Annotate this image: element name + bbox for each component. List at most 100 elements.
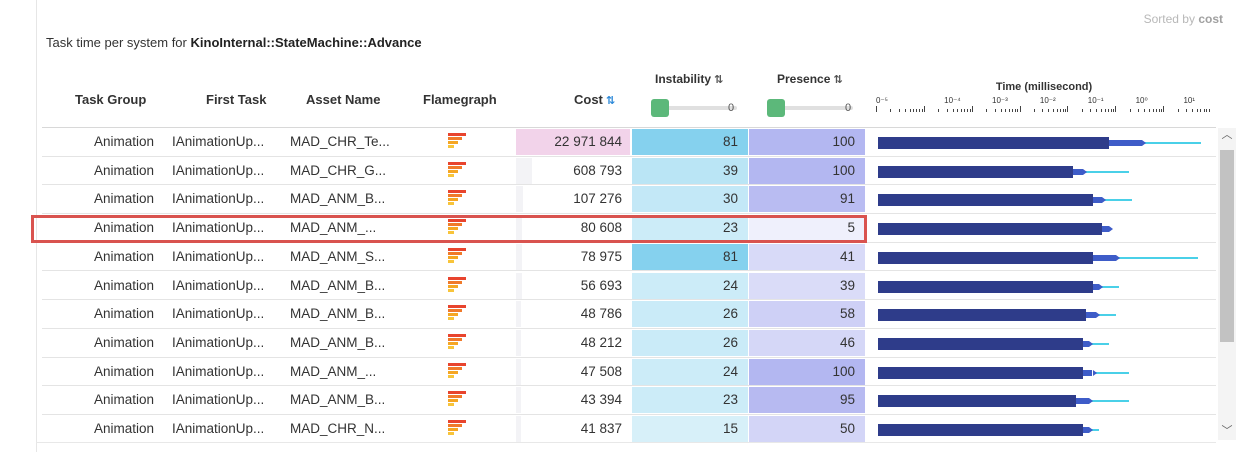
table-row[interactable]: Animation IAnimationUp... MAD_ANM_B... 43 3… (42, 386, 1216, 415)
table-row[interactable]: Animation IAnimationUp... MAD_ANM_B... 107 … (42, 185, 1216, 215)
instability-value: 39 (722, 162, 738, 178)
cost-cell: 48 212 (516, 329, 630, 357)
axis-tick (1155, 109, 1157, 112)
time-bar-tip (1102, 197, 1107, 204)
time-distribution-cell (878, 272, 1216, 300)
flame-icon[interactable] (442, 329, 472, 357)
axis-tick (946, 109, 948, 112)
presence-cell: 46 (749, 329, 865, 357)
flame-icon[interactable] (442, 415, 472, 442)
vertical-scrollbar[interactable]: ︿ ﹀ (1218, 128, 1236, 440)
presence-fill (749, 416, 865, 442)
slider-track[interactable] (771, 106, 853, 110)
slider-thumb[interactable] (651, 99, 669, 117)
scrollbar-thumb[interactable] (1220, 150, 1234, 342)
time-bar-extension (1082, 369, 1093, 376)
axis-tick (1042, 109, 1044, 112)
presence-fill (749, 215, 865, 242)
axis-tick (876, 106, 877, 112)
table-row[interactable]: Animation IAnimationUp... MAD_ANM_S... 78 9… (42, 243, 1216, 272)
table-row[interactable]: Animation IAnimationUp... MAD_ANM_... 47 50… (42, 358, 1216, 387)
instability-cell: 24 (632, 272, 748, 300)
table-row[interactable]: Animation IAnimationUp... MAD_CHR_Te... 22 … (42, 128, 1216, 157)
slider-thumb[interactable] (767, 99, 785, 117)
flame-icon[interactable] (442, 128, 472, 156)
cost-cell: 80 608 (516, 214, 630, 242)
chevron-up-icon[interactable]: ︿ (1221, 129, 1233, 141)
cost-fill (516, 358, 521, 385)
flame-icon[interactable] (442, 386, 472, 414)
first-task-cell: IAnimationUp... (172, 334, 265, 350)
time-whisker (1082, 170, 1129, 173)
flame-icon[interactable] (442, 214, 472, 242)
asset-name-cell: MAD_ANM_B... (290, 306, 386, 322)
flame-icon[interactable] (442, 358, 472, 386)
axis-tick (1081, 109, 1083, 112)
table-row[interactable]: Animation IAnimationUp... MAD_CHR_N... 41 8… (42, 415, 1216, 442)
sort-icon[interactable]: ⇅ (714, 74, 723, 86)
table-row[interactable]: Animation IAnimationUp... MAD_ANM_B... 56 6… (42, 272, 1216, 301)
axis-tick (1177, 109, 1179, 112)
axis-tick (1163, 106, 1165, 112)
cost-value: 47 508 (580, 363, 622, 379)
presence-value: 100 (832, 134, 855, 149)
sort-desc-icon[interactable]: ⇅ (605, 95, 615, 107)
header-instability[interactable]: Instability ⇅ (655, 72, 723, 86)
cost-fill (516, 157, 532, 184)
task-group-cell: Animation (93, 134, 154, 149)
axis-tick (923, 106, 925, 112)
flame-icon[interactable] (442, 243, 472, 271)
cost-value: 41 837 (580, 421, 622, 436)
presence-value: 41 (839, 248, 855, 264)
axis-tick (938, 109, 940, 112)
table-row[interactable]: Animation IAnimationUp... MAD_ANM_B... 48 2… (42, 329, 1216, 358)
header-task-group[interactable]: Task Group (75, 92, 147, 107)
axis-tick (964, 109, 966, 112)
flame-icon[interactable] (442, 157, 472, 185)
presence-slider[interactable] (767, 99, 857, 117)
table-row[interactable]: Animation IAnimationUp... MAD_ANM_B... 48 7… (42, 300, 1216, 329)
cost-value: 48 786 (580, 306, 622, 322)
chevron-down-icon[interactable]: ﹀ (1221, 425, 1233, 437)
cost-value: 48 212 (580, 334, 622, 350)
cost-fill (516, 387, 521, 414)
table-row[interactable]: Animation IAnimationUp... MAD_CHR_G... 608 … (42, 157, 1216, 186)
header-first-task[interactable]: First Task (206, 92, 267, 107)
cost-value: 56 693 (580, 277, 622, 293)
header-time: Time (millisecond) (995, 81, 1093, 93)
instability-cell: 24 (632, 358, 748, 386)
header-asset-name[interactable]: Asset Name (306, 92, 381, 107)
instability-fill (632, 215, 748, 242)
instability-fill (632, 157, 748, 184)
presence-fill (749, 129, 865, 155)
first-task-cell: IAnimationUp... (172, 421, 265, 436)
presence-fill (749, 329, 865, 356)
task-group-cell: Animation (93, 248, 154, 264)
time-bar (878, 223, 1103, 236)
instability-value: 23 (722, 392, 738, 408)
axis-tick (1192, 109, 1193, 112)
sort-icon[interactable]: ⇅ (833, 74, 842, 86)
time-bar (878, 366, 1083, 379)
axis-tick-label: 0⁻⁵ (876, 96, 888, 105)
instability-slider[interactable] (651, 99, 741, 117)
axis-tick (1144, 109, 1146, 112)
axis-tick (1129, 109, 1131, 112)
time-distribution-cell (878, 415, 1216, 442)
instability-fill (632, 272, 748, 299)
cost-fill (516, 272, 522, 299)
slider-track[interactable] (655, 106, 737, 110)
time-bar-tip (1109, 226, 1113, 233)
flame-icon[interactable] (442, 300, 472, 328)
header-flamegraph[interactable]: Flamegraph (423, 92, 497, 107)
flame-icon[interactable] (442, 185, 472, 213)
axis-tick (1200, 109, 1202, 112)
panel-bottom-border (36, 442, 1216, 443)
header-cost[interactable]: Cost ⇅ (574, 92, 615, 107)
table-row[interactable]: Animation IAnimationUp... MAD_ANM_... 80 60… (42, 214, 1216, 243)
presence-value: 91 (839, 191, 855, 207)
header-presence[interactable]: Presence ⇅ (777, 72, 843, 86)
flame-icon[interactable] (442, 272, 472, 300)
instability-cell: 26 (632, 300, 748, 328)
time-distribution-cell (878, 214, 1216, 242)
